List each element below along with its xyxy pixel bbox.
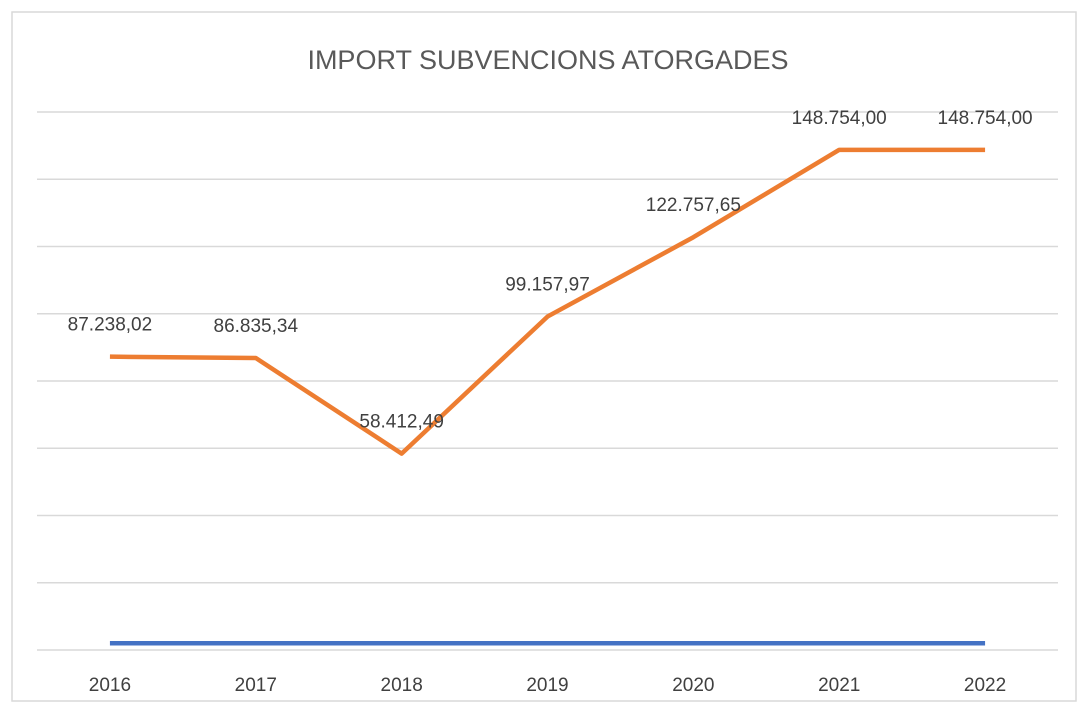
- data-label: 58.412,49: [359, 412, 444, 433]
- data-label: 86.835,34: [214, 316, 299, 337]
- x-tick-label: 2016: [89, 675, 131, 696]
- chart-title: IMPORT SUBVENCIONS ATORGADES: [307, 45, 788, 75]
- data-label: 122.757,65: [646, 195, 741, 216]
- data-label: 99.157,97: [505, 275, 590, 296]
- x-tick-label: 2019: [526, 675, 568, 696]
- x-tick-label: 2022: [964, 675, 1006, 696]
- series-line: [109, 147, 986, 456]
- data-label: 148.754,00: [792, 108, 887, 129]
- x-tick-label: 2017: [235, 675, 277, 696]
- x-tick-label: 2018: [381, 675, 423, 696]
- x-tick-label: 2020: [672, 675, 714, 696]
- x-tick-label: 2021: [818, 675, 860, 696]
- data-label: 148.754,00: [938, 108, 1033, 129]
- data-label: 87.238,02: [68, 315, 153, 336]
